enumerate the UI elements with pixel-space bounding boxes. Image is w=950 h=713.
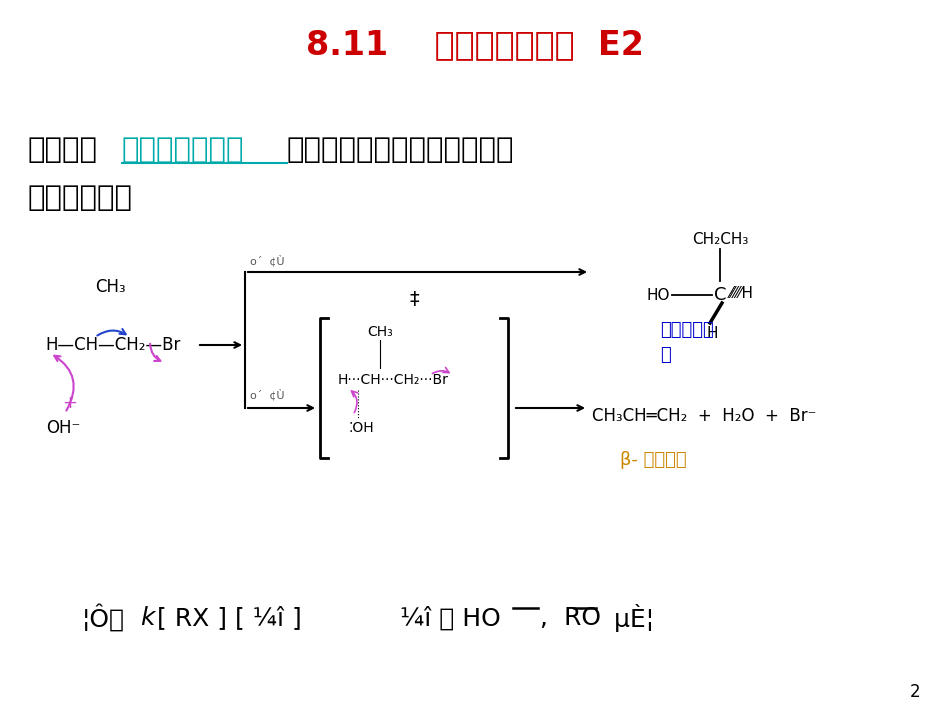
Text: 力学方程为：: 力学方程为： [28,184,133,212]
Text: ο΄  ¢Ù: ο΄ ¢Ù [250,254,284,266]
Text: ‡: ‡ [409,290,419,309]
Text: CH₂CH₃: CH₂CH₃ [692,232,749,247]
Text: HO: HO [647,287,670,302]
Text: 2: 2 [909,683,920,701]
Text: 卤代烷的: 卤代烷的 [28,136,98,164]
Text: ⁚OH: ⁚OH [348,421,373,435]
Text: +: + [63,394,78,412]
Text: k: k [140,606,155,630]
Text: ¦Ô＝: ¦Ô＝ [82,604,125,632]
Text: [ RX ] [ ¼î ]: [ RX ] [ ¼î ] [157,606,302,630]
Text: CH₃: CH₃ [367,325,393,339]
Text: H—CH—CH₂—Br: H—CH—CH₂—Br [45,336,181,354]
Text: ,  RO: , RO [540,606,601,630]
Text: 双分子消除反应: 双分子消除反应 [122,136,244,164]
Text: CH₃CH═CH₂  +  H₂O  +  Br⁻: CH₃CH═CH₂ + H₂O + Br⁻ [592,407,816,425]
Text: H: H [706,326,718,341]
Text: H···CH···CH₂···Br: H···CH···CH₂···Br [338,373,448,387]
Text: OH⁻: OH⁻ [46,419,80,437]
Text: C: C [713,286,726,304]
Text: β- 消除反应: β- 消除反应 [620,451,687,469]
Text: 是一步完成的反应，反应的动: 是一步完成的反应，反应的动 [287,136,514,164]
Text: ⁄⁄⁄⁄⁄H: ⁄⁄⁄⁄⁄H [730,285,754,300]
Text: μÈ¦: μÈ¦ [598,604,655,632]
Text: CH₃: CH₃ [95,278,125,296]
Text: 亲核取代反: 亲核取代反 [660,321,713,339]
Text: 应: 应 [660,346,671,364]
Text: ¼î ＝ HO: ¼î ＝ HO [400,606,501,630]
Text: ο΄  ¢Ù: ο΄ ¢Ù [250,388,284,400]
Text: 8.11    消除反应机理：  E2: 8.11 消除反应机理： E2 [306,29,644,61]
